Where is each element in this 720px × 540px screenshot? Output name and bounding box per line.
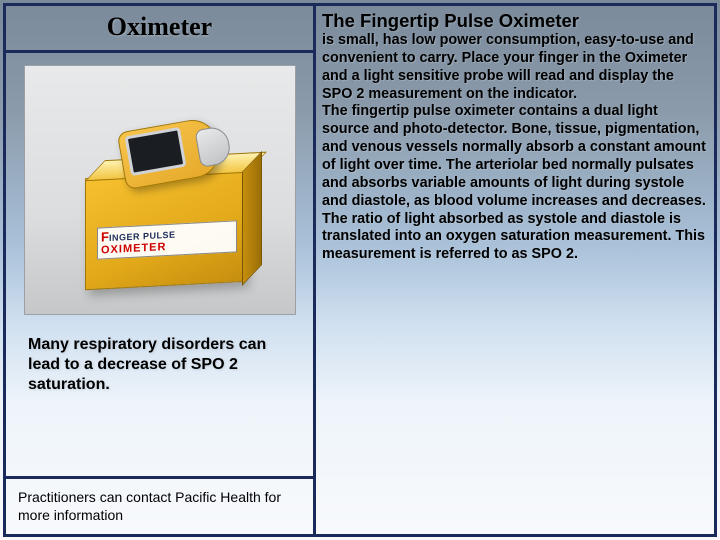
right-heading: The Fingertip Pulse Oximeter [322, 10, 708, 32]
left-column: Oximeter FINGER PULSE OXIMETER Many resp… [6, 6, 316, 534]
box-label-f: F [101, 229, 109, 244]
right-column: The Fingertip Pulse Oximeter is small, h… [316, 6, 714, 534]
footnote-box: Practitioners can contact Pacific Health… [6, 476, 313, 534]
caption-text: Many respiratory disorders can lead to a… [28, 335, 291, 395]
slide-title: Oximeter [6, 12, 313, 42]
product-photo: FINGER PULSE OXIMETER [24, 65, 296, 315]
title-box: Oximeter [6, 6, 313, 53]
right-paragraph-1: is small, has low power consumption, eas… [322, 32, 708, 103]
footnote-text: Practitioners can contact Pacific Health… [18, 489, 301, 524]
right-paragraph-2: The fingertip pulse oximeter contains a … [322, 103, 708, 264]
photo-caption: Many respiratory disorders can lead to a… [24, 335, 295, 395]
slide-frame: Oximeter FINGER PULSE OXIMETER Many resp… [3, 3, 717, 537]
photo-area: FINGER PULSE OXIMETER Many respiratory d… [6, 53, 313, 476]
